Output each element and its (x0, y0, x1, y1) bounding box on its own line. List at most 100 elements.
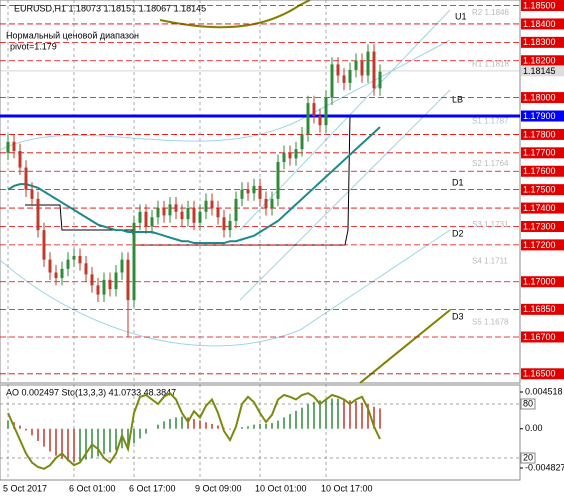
candle-body (12, 141, 16, 151)
candle-body (210, 200, 214, 209)
y-tick-label: 0.004518 (525, 386, 563, 396)
candle-body (138, 211, 142, 223)
price-box (521, 239, 564, 251)
candle-body (78, 255, 82, 264)
candle-body (18, 150, 22, 168)
candle-body (180, 211, 184, 220)
price-box (521, 147, 564, 159)
channel-label: D2 (452, 228, 464, 238)
lower-curve (359, 309, 451, 384)
candle-body (30, 189, 34, 199)
candle-body (108, 279, 112, 290)
price-box (521, 368, 564, 380)
candle-body (102, 279, 106, 295)
price-box (521, 0, 564, 12)
price-box (521, 202, 564, 214)
price-box (521, 165, 564, 177)
level-label: S2 1.1764 (472, 159, 509, 168)
channel-label: D1 (452, 177, 464, 187)
band-line (0, 39, 451, 151)
price-box (521, 36, 564, 48)
candle-body (54, 272, 58, 279)
candle-body (24, 167, 28, 190)
upper-curve (159, 0, 311, 29)
y-tick-label: 1.17800 (523, 129, 556, 139)
candle-body (144, 211, 148, 227)
candle-body (240, 189, 244, 199)
y-tick-label: -0.004827 (525, 462, 564, 472)
y-tick-label: 1.17200 (523, 240, 556, 250)
y-tick-label: 1.17300 (523, 221, 556, 231)
y-tick-label: 1.17500 (523, 185, 556, 195)
level-label: S3 1.1731 (472, 220, 509, 229)
current-price-box (521, 65, 564, 77)
channel-label: D3 (452, 311, 464, 321)
current-price-label: 1.18145 (523, 66, 556, 76)
candle-body (372, 51, 376, 89)
candle-body (162, 208, 166, 216)
candle-body (348, 69, 352, 83)
level-label: S4 1.1711 (472, 257, 508, 266)
candle-body (150, 217, 154, 227)
candle-body (360, 60, 364, 76)
x-tick-label: 10 Oct 01:00 (255, 483, 307, 493)
y-tick-label: 1.16850 (523, 304, 556, 314)
price-box (521, 303, 564, 315)
level-label: R1 1.1818 (472, 60, 509, 69)
y-tick-label: 1.17700 (523, 148, 556, 158)
pivot-box (521, 110, 564, 122)
y-tick-label: 1.18400 (523, 19, 556, 29)
y-tick-label: 1.16500 (523, 369, 556, 379)
y-tick-label: 1.16700 (523, 332, 556, 342)
candle-body (342, 75, 346, 83)
candle-body (288, 152, 292, 159)
level-label: R2 1.1846 (472, 8, 509, 17)
price-box (521, 184, 564, 196)
price-box (521, 92, 564, 104)
moving-average (7, 126, 381, 245)
y-tick-label: 0.00 (525, 423, 543, 433)
y-tick-label: 1.17400 (523, 203, 556, 213)
candle-body (204, 200, 208, 212)
y-tick-label: 1.18300 (523, 37, 556, 47)
candle-body (318, 116, 322, 126)
candle-body (246, 189, 250, 194)
y-tick-label: 1.18200 (523, 56, 556, 66)
candle-body (222, 217, 226, 231)
candle-body (48, 259, 52, 273)
channel-label: LB (452, 94, 463, 104)
y-tick-label: 1.17600 (523, 166, 556, 176)
candle-body (96, 285, 100, 295)
candle-body (186, 208, 190, 220)
stochastic-line (7, 391, 381, 470)
y-tick-label: 1.17000 (523, 277, 556, 287)
candle-body (270, 198, 274, 209)
candle-body (300, 134, 304, 150)
level-label: S5 1.1678 (472, 317, 509, 326)
chart-title: EURUSD,H1 1.18073 1.18151 1.18067 1.1814… (14, 3, 206, 13)
pivot-label: 1.17900 (523, 111, 556, 121)
candle-body (174, 204, 178, 212)
x-tick-label: 10 Oct 17:00 (321, 483, 373, 493)
price-box (521, 128, 564, 140)
candle-body (120, 259, 124, 273)
candle-body (216, 208, 220, 218)
candle-body (258, 185, 262, 199)
candle-body (264, 198, 268, 209)
candle-body (126, 259, 130, 301)
candle-body (282, 152, 286, 163)
candle-body (90, 274, 94, 286)
candle-body (6, 141, 10, 153)
y-tick-label: 1.18000 (523, 92, 556, 102)
candle-body (84, 263, 88, 275)
level-box (520, 452, 536, 464)
channel-decor (0, 0, 451, 384)
price-box (521, 18, 564, 30)
candle-body (192, 208, 196, 223)
channel-line (239, 89, 451, 301)
candle-body (36, 198, 40, 231)
y-tick-label: 1.18500 (523, 0, 556, 10)
candle-body (66, 259, 70, 269)
